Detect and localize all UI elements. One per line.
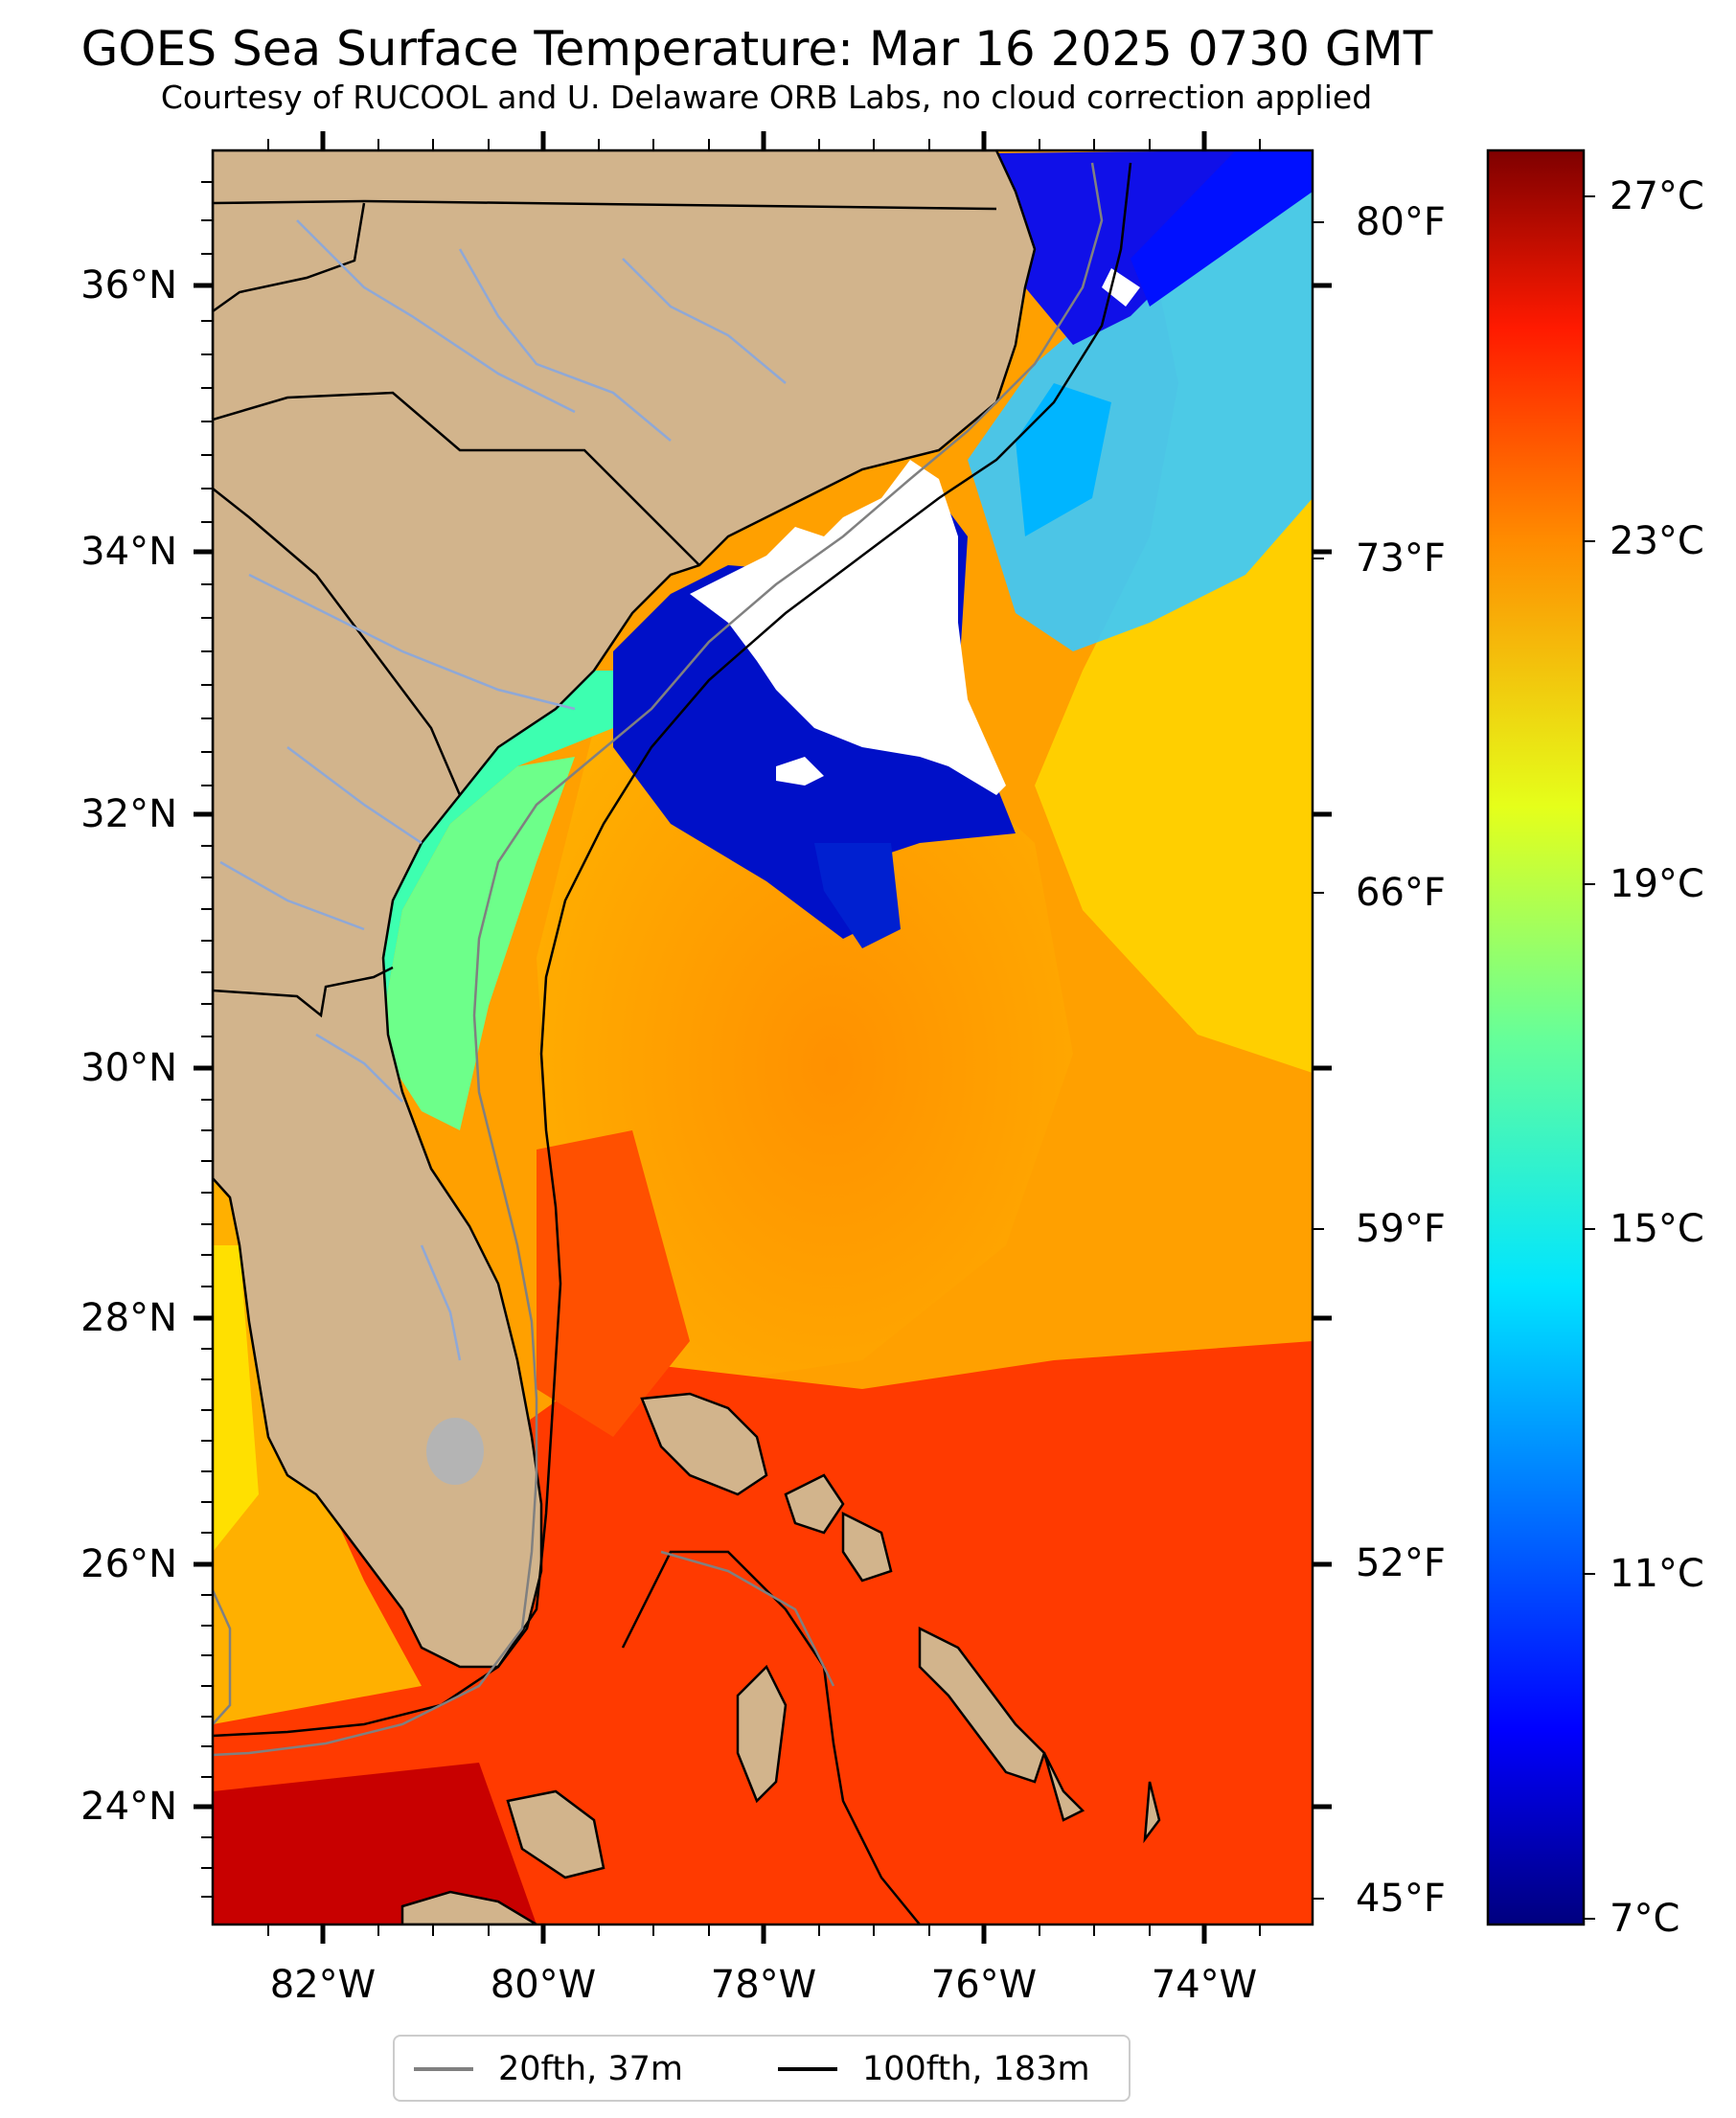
- state-borders: [213, 199, 997, 1018]
- land-areas: [213, 150, 1161, 1924]
- no-data-cloud-area: [690, 460, 1006, 795]
- map-subtitle: Courtesy of RUCOOL and U. Delaware ORB L…: [160, 79, 1373, 116]
- lat-label-28n: 28°N: [80, 1296, 177, 1340]
- legend-line-black: [778, 2067, 837, 2071]
- lon-ticks-bottom: [320, 1924, 1207, 1944]
- legend-label-20fth: 20fth, 37m: [498, 2050, 684, 2088]
- lon-label-74w: 74°W: [1151, 1963, 1258, 2007]
- lat-label-34n: 34°N: [80, 530, 177, 574]
- fahrenheit-label-45: 45°F: [1356, 1877, 1446, 1921]
- legend-item-100fth: 100fth, 183m: [778, 2046, 1090, 2092]
- lat-label-24n: 24°N: [80, 1785, 177, 1829]
- lake-okeechobee: [426, 1418, 484, 1485]
- colorbar: [1486, 148, 1586, 1926]
- legend-label-100fth: 100fth, 183m: [862, 2050, 1090, 2088]
- lat-label-30n: 30°N: [80, 1046, 177, 1090]
- isobath-20fth: [213, 162, 1104, 1757]
- lat-ticks-left: [194, 283, 213, 1810]
- celsius-label-27: 27°C: [1610, 174, 1704, 218]
- fahrenheit-label-59: 59°F: [1356, 1207, 1446, 1251]
- legend: 20fth, 37m 100fth, 183m: [393, 2035, 1131, 2102]
- lon-label-78w: 78°W: [710, 1963, 817, 2007]
- fahrenheit-ticks: [1313, 221, 1324, 1900]
- lon-label-82w: 82°W: [269, 1963, 377, 2007]
- lon-label-76w: 76°W: [930, 1963, 1038, 2007]
- rivers: [219, 219, 787, 1361]
- celsius-label-15: 15°C: [1610, 1207, 1704, 1251]
- isobath-100fth: [213, 162, 1132, 1738]
- map-title: GOES Sea Surface Temperature: Mar 16 202…: [80, 21, 1433, 77]
- lon-label-80w: 80°W: [490, 1963, 597, 2007]
- fahrenheit-label-80: 80°F: [1356, 200, 1446, 244]
- fahrenheit-label-66: 66°F: [1356, 871, 1446, 915]
- lat-label-26n: 26°N: [80, 1542, 177, 1586]
- colorbar-ticks: [1584, 195, 1595, 1920]
- fahrenheit-label-73: 73°F: [1356, 536, 1446, 581]
- legend-line-gray: [414, 2067, 473, 2071]
- sst-map-area: [213, 150, 1313, 1924]
- celsius-label-23: 23°C: [1610, 519, 1704, 563]
- lat-label-36n: 36°N: [80, 263, 177, 307]
- celsius-label-11: 11°C: [1610, 1552, 1704, 1596]
- lat-label-32n: 32°N: [80, 792, 177, 836]
- celsius-label-19: 19°C: [1610, 862, 1704, 906]
- celsius-label-7: 7°C: [1610, 1897, 1680, 1941]
- legend-item-20fth: 20fth, 37m: [414, 2046, 683, 2092]
- fahrenheit-label-52: 52°F: [1356, 1541, 1446, 1585]
